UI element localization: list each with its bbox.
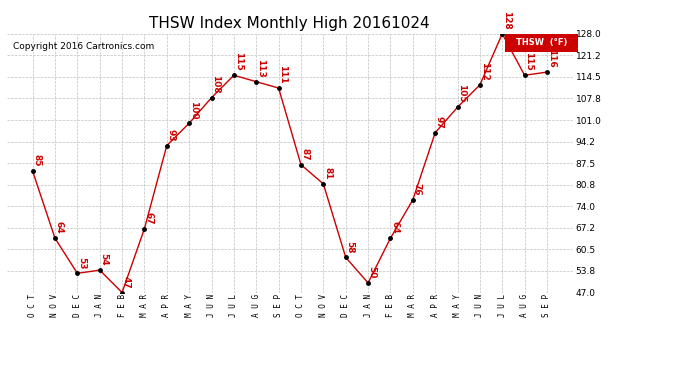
- Text: 47: 47: [121, 276, 130, 288]
- Text: 81: 81: [323, 167, 332, 180]
- Title: THSW Index Monthly High 20161024: THSW Index Monthly High 20161024: [150, 16, 430, 31]
- Text: 100: 100: [189, 100, 198, 119]
- Text: 58: 58: [346, 241, 355, 253]
- Text: 128: 128: [502, 11, 511, 30]
- Text: 113: 113: [256, 59, 265, 78]
- Text: 93: 93: [166, 129, 175, 141]
- Text: 76: 76: [413, 183, 422, 196]
- Text: 53: 53: [77, 256, 86, 269]
- Text: 64: 64: [55, 221, 63, 234]
- Text: 54: 54: [99, 254, 108, 266]
- Text: Copyright 2016 Cartronics.com: Copyright 2016 Cartronics.com: [12, 42, 154, 51]
- Text: 85: 85: [32, 154, 41, 167]
- Text: 111: 111: [278, 65, 287, 84]
- Text: 105: 105: [457, 84, 466, 103]
- Text: 64: 64: [390, 221, 399, 234]
- Text: 112: 112: [480, 62, 489, 81]
- Text: 50: 50: [368, 266, 377, 279]
- Text: 115: 115: [524, 53, 533, 71]
- Text: 108: 108: [211, 75, 220, 93]
- Text: 115: 115: [233, 53, 243, 71]
- Text: 87: 87: [301, 148, 310, 160]
- Text: 116: 116: [546, 49, 555, 68]
- Text: 97: 97: [435, 116, 444, 129]
- Text: 67: 67: [144, 212, 153, 225]
